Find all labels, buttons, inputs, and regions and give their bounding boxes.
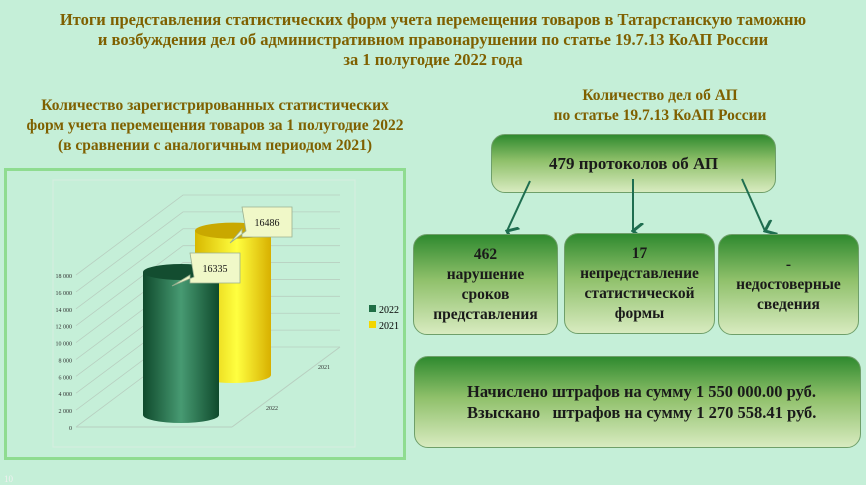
- heading-line: Количество дел об АП: [582, 87, 738, 104]
- bar-2022: [143, 272, 219, 423]
- legend-label-2022: 2022: [379, 305, 399, 316]
- title-line: и возбуждения дел об административном пр…: [97, 30, 769, 49]
- y-tick-label: 10 000: [56, 342, 73, 348]
- floor-side: [231, 346, 341, 428]
- gridline: [75, 245, 340, 326]
- category-box-late: 462 нарушение сроков представления: [413, 234, 558, 335]
- y-tick-label: 14 000: [56, 308, 73, 314]
- diagram-heading: Количество дел об АП по статье 19.7.13 К…: [480, 86, 840, 126]
- fines-collected: Взыскано штрафов на сумму 1 270 558.41 р…: [467, 403, 817, 422]
- category-label: нарушение сроков представления: [433, 265, 538, 323]
- data-label-text: 16486: [255, 218, 280, 229]
- category-label: недостоверные сведения: [736, 275, 841, 313]
- x-tick-label: 2021: [318, 365, 330, 371]
- x-tick-label: 2022: [266, 406, 278, 412]
- heading-line: по статье 19.7.13 КоАП России: [553, 107, 767, 124]
- category-count: -: [785, 255, 792, 273]
- chart-heading: Количество зарегистрированных статистиче…: [0, 96, 430, 156]
- category-count: 462: [473, 245, 498, 263]
- data-label-2021: 16486: [229, 206, 293, 244]
- data-label-text: 16335: [203, 264, 228, 275]
- protocols-total: 479 протоколов об АП: [548, 153, 719, 173]
- category-count: 17: [631, 244, 648, 262]
- legend-swatch-2021: [369, 321, 376, 328]
- y-tick-label: 8 000: [59, 358, 73, 364]
- y-tick-label: 4 000: [59, 392, 73, 398]
- legend-label-2021: 2021: [379, 321, 399, 332]
- slide-title: Итоги представления статистических форм …: [0, 10, 866, 70]
- callout-bubble: [229, 206, 293, 244]
- y-tick-label: 2 000: [59, 409, 73, 415]
- category-label: непредставление статистической формы: [580, 264, 699, 322]
- y-tick-label: 12 000: [56, 325, 73, 331]
- data-label-2022: 16335: [171, 252, 241, 287]
- y-tick-label: 0: [69, 426, 72, 432]
- heading-line: (в сравнении с аналогичным периодом 2021…: [57, 137, 372, 154]
- legend-swatch-2022: [369, 305, 376, 312]
- page-number: 10: [4, 474, 13, 484]
- heading-line: Количество зарегистрированных статистиче…: [41, 97, 389, 114]
- title-line: за 1 полугодие 2022 года: [343, 50, 523, 69]
- title-line: Итоги представления статистических форм …: [59, 10, 807, 29]
- callout-bubble: [171, 252, 241, 287]
- fines-charged: Начислено штрафов на сумму 1 550 000.00 …: [467, 382, 816, 401]
- gridline: [75, 262, 340, 343]
- legend: 2022 2021: [369, 305, 399, 332]
- y-tick-label: 16 000: [56, 291, 73, 297]
- y-tick-label: 18 000: [56, 274, 73, 280]
- plot-area: [52, 179, 356, 448]
- fines-box: Начислено штрафов на сумму 1 550 000.00 …: [414, 356, 861, 448]
- heading-line: форм учета перемещения товаров за 1 полу…: [26, 117, 404, 134]
- protocols-total-box: 479 протоколов об АП: [491, 134, 776, 193]
- gridline: [75, 194, 340, 276]
- y-tick-label: 6 000: [59, 375, 73, 381]
- category-box-false-info: - недостоверные сведения: [718, 234, 859, 335]
- category-box-missing: 17 непредставление статистической формы: [564, 233, 715, 334]
